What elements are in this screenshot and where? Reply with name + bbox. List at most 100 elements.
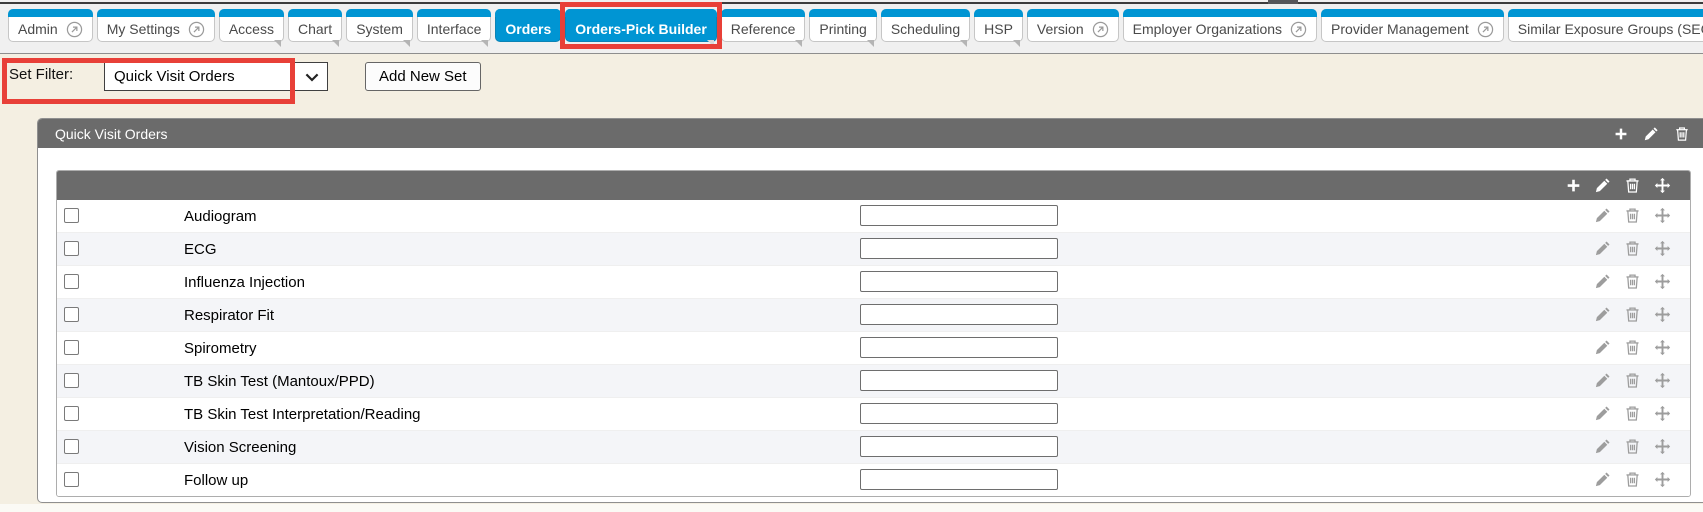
row-label: TB Skin Test (Mantoux/PPD) — [184, 373, 375, 390]
delete-icon[interactable] — [1624, 405, 1641, 422]
delete-icon[interactable] — [1624, 240, 1641, 257]
row-checkbox[interactable] — [64, 307, 79, 322]
edit-icon[interactable] — [1594, 372, 1611, 389]
tab-my-settings[interactable]: My Settings — [96, 9, 215, 42]
row-checkbox[interactable] — [64, 274, 79, 289]
edit-icon[interactable] — [1594, 339, 1611, 356]
row-checkbox[interactable] — [64, 373, 79, 388]
open-new-window-icon[interactable] — [1290, 21, 1307, 38]
table-row: ECG — [57, 233, 1690, 266]
move-icon[interactable] — [1654, 339, 1671, 356]
edit-icon[interactable] — [1594, 405, 1611, 422]
set-filter-label: Set Filter: — [9, 66, 74, 83]
move-icon[interactable] — [1654, 306, 1671, 323]
tab-scheduling[interactable]: Scheduling — [880, 9, 971, 47]
edit-icon[interactable] — [1594, 471, 1611, 488]
set-filter-selected-value: Quick Visit Orders — [114, 68, 235, 85]
tab-label: Employer Organizations — [1132, 21, 1283, 37]
tab-version[interactable]: Version — [1026, 9, 1119, 42]
open-new-window-icon[interactable] — [188, 21, 205, 38]
row-checkbox[interactable] — [64, 208, 79, 223]
edit-icon[interactable] — [1594, 207, 1611, 224]
add-icon[interactable] — [1614, 127, 1628, 141]
row-label: Follow up — [184, 472, 249, 489]
bottom-strip — [0, 504, 1703, 512]
row-text-input[interactable] — [860, 436, 1058, 457]
tab-admin[interactable]: Admin — [8, 9, 93, 42]
edit-icon[interactable] — [1594, 177, 1611, 194]
edit-icon[interactable] — [1594, 306, 1611, 323]
set-filter-select[interactable]: Quick Visit Orders — [104, 62, 328, 91]
delete-icon[interactable] — [1624, 273, 1641, 290]
tab-provider-management[interactable]: Provider Management — [1321, 9, 1504, 42]
row-label: ECG — [184, 241, 217, 258]
row-checkbox[interactable] — [64, 406, 79, 421]
move-icon[interactable] — [1654, 438, 1671, 455]
tab-label: Interface — [426, 21, 482, 37]
row-text-input[interactable] — [860, 238, 1058, 259]
tab-system[interactable]: System — [346, 9, 413, 47]
table-row: Vision Screening — [57, 431, 1690, 464]
window-top-notch — [1268, 0, 1298, 6]
row-text-input[interactable] — [860, 370, 1058, 391]
row-text-input[interactable] — [860, 205, 1058, 226]
delete-icon[interactable] — [1624, 438, 1641, 455]
tab-label: Version — [1036, 21, 1084, 37]
row-actions — [1594, 372, 1671, 389]
move-icon[interactable] — [1654, 177, 1671, 194]
tab-employer-organizations[interactable]: Employer Organizations — [1122, 9, 1318, 42]
tab-label: My Settings — [106, 21, 180, 37]
delete-icon[interactable] — [1624, 372, 1641, 389]
edit-icon[interactable] — [1643, 126, 1659, 142]
panel-header: Quick Visit Orders — [38, 119, 1703, 148]
tab-printing[interactable]: Printing — [809, 9, 878, 47]
open-new-window-icon[interactable] — [1092, 21, 1109, 38]
delete-icon[interactable] — [1624, 207, 1641, 224]
tab-orders[interactable]: Orders — [495, 9, 562, 42]
tab-label: Provider Management — [1331, 21, 1469, 37]
tab-similar-exposure-groups[interactable]: Similar Exposure Groups (SEGs) — [1507, 9, 1703, 42]
row-text-input[interactable] — [860, 337, 1058, 358]
tab-orders-pick-builder[interactable]: Orders-Pick Builder — [560, 2, 722, 49]
tab-chart[interactable]: Chart — [287, 9, 343, 47]
delete-icon[interactable] — [1624, 471, 1641, 488]
row-text-input[interactable] — [860, 271, 1058, 292]
row-checkbox[interactable] — [64, 472, 79, 487]
table-row: Spirometry — [57, 332, 1690, 365]
row-checkbox[interactable] — [64, 439, 79, 454]
tab-reference[interactable]: Reference — [720, 9, 806, 47]
row-actions — [1594, 306, 1671, 323]
tab-interface[interactable]: Interface — [416, 9, 492, 47]
tab-label: HSP — [984, 21, 1013, 37]
add-icon[interactable] — [1566, 178, 1581, 193]
tab-label: Scheduling — [890, 21, 961, 37]
move-icon[interactable] — [1654, 405, 1671, 422]
open-new-window-icon[interactable] — [66, 21, 83, 38]
delete-icon[interactable] — [1624, 339, 1641, 356]
row-checkbox[interactable] — [64, 241, 79, 256]
tab-label: Similar Exposure Groups (SEGs) — [1517, 21, 1703, 37]
add-new-set-button[interactable]: Add New Set — [365, 62, 481, 91]
row-text-input[interactable] — [860, 304, 1058, 325]
move-icon[interactable] — [1654, 207, 1671, 224]
row-checkbox[interactable] — [64, 340, 79, 355]
edit-icon[interactable] — [1594, 273, 1611, 290]
edit-icon[interactable] — [1594, 438, 1611, 455]
table-header — [57, 171, 1690, 200]
move-icon[interactable] — [1654, 273, 1671, 290]
tab-access[interactable]: Access — [218, 9, 285, 47]
move-icon[interactable] — [1654, 240, 1671, 257]
delete-icon[interactable] — [1674, 126, 1690, 142]
delete-icon[interactable] — [1624, 177, 1641, 194]
row-text-input[interactable] — [860, 469, 1058, 490]
move-icon[interactable] — [1654, 471, 1671, 488]
tab-hsp[interactable]: HSP — [974, 9, 1023, 47]
open-new-window-icon[interactable] — [1477, 21, 1494, 38]
row-text-input[interactable] — [860, 403, 1058, 424]
edit-icon[interactable] — [1594, 240, 1611, 257]
delete-icon[interactable] — [1624, 306, 1641, 323]
row-actions — [1594, 240, 1671, 257]
tab-label: Orders — [505, 21, 552, 37]
move-icon[interactable] — [1654, 372, 1671, 389]
tab-strip: Admin My Settings Access Chart System In… — [8, 2, 1703, 49]
